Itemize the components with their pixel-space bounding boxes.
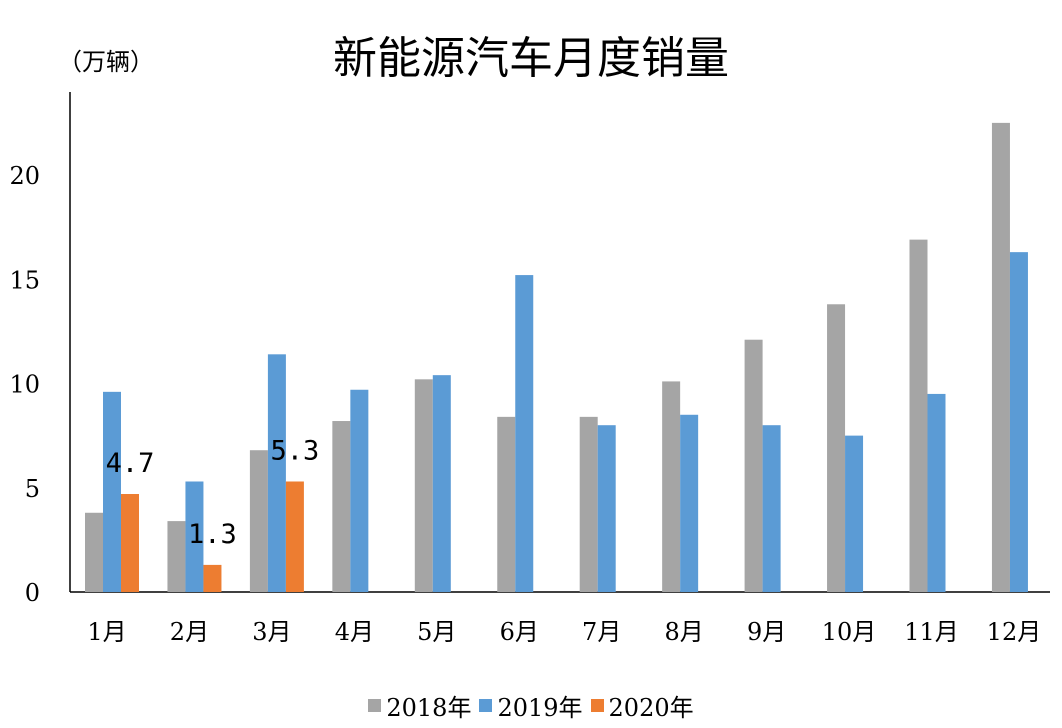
data-label: 4.7 bbox=[106, 448, 155, 479]
bar-2018年-10月 bbox=[827, 304, 846, 592]
bar-2019年-2月 bbox=[185, 481, 204, 592]
bar-2018年-9月 bbox=[744, 339, 763, 592]
bar-2018年-6月 bbox=[497, 416, 516, 592]
bar-2018年-12月 bbox=[991, 122, 1010, 592]
x-tick-label: 6月 bbox=[500, 618, 539, 646]
bar-2020年-3月 bbox=[285, 481, 304, 592]
chart-title: 新能源汽车月度销量 bbox=[333, 33, 729, 84]
y-tick-label: 5 bbox=[25, 475, 40, 503]
legend-label: 2020年 bbox=[608, 694, 694, 722]
legend-swatch bbox=[479, 699, 493, 712]
legend-label: 2018年 bbox=[386, 694, 472, 722]
legend-swatch bbox=[590, 699, 604, 712]
x-tick-label: 4月 bbox=[335, 618, 374, 646]
y-tick-label: 0 bbox=[25, 579, 40, 607]
x-tick-label: 1月 bbox=[87, 618, 126, 646]
x-tick-label: 7月 bbox=[582, 618, 621, 646]
bar-2018年-1月 bbox=[85, 512, 103, 592]
data-label: 1.3 bbox=[188, 519, 237, 550]
bar-2019年-3月 bbox=[267, 354, 286, 592]
bar-2019年-10月 bbox=[845, 435, 864, 592]
x-tick-label: 9月 bbox=[747, 618, 786, 646]
bar-2019年-8月 bbox=[680, 414, 699, 592]
bar-2019年-4月 bbox=[350, 389, 369, 592]
bar-2018年-3月 bbox=[249, 450, 268, 592]
x-tick-label: 2月 bbox=[170, 618, 209, 646]
bar-2019年-9月 bbox=[762, 425, 781, 592]
bar-2018年-7月 bbox=[579, 416, 598, 592]
bar-2019年-1月 bbox=[103, 391, 121, 592]
y-tick-label: 10 bbox=[9, 371, 40, 399]
bar-2019年-7月 bbox=[597, 425, 616, 592]
bar-2018年-8月 bbox=[662, 381, 681, 592]
bar-2019年-6月 bbox=[515, 275, 534, 592]
legend-item: 2018年 bbox=[368, 688, 471, 723]
legend: 2018年 2019年 2020年 bbox=[0, 688, 1062, 723]
x-tick-label: 11月 bbox=[904, 618, 959, 646]
legend-label: 2019年 bbox=[497, 694, 583, 722]
y-tick-label: 15 bbox=[9, 266, 40, 294]
bar-2018年-4月 bbox=[332, 421, 351, 592]
x-tick-label: 10月 bbox=[822, 618, 877, 646]
x-tick-label: 8月 bbox=[665, 618, 704, 646]
legend-item: 2020年 bbox=[590, 688, 694, 723]
bar-2018年-2月 bbox=[167, 521, 186, 592]
x-tick-label: 5月 bbox=[417, 618, 456, 646]
x-tick-label: 12月 bbox=[987, 618, 1042, 646]
bar-2019年-5月 bbox=[432, 375, 451, 592]
bar-2018年-11月 bbox=[909, 239, 928, 592]
data-label: 5.3 bbox=[271, 435, 320, 466]
y-tick-label: 20 bbox=[9, 162, 40, 190]
bar-2019年-11月 bbox=[927, 393, 946, 592]
x-tick-label: 3月 bbox=[252, 618, 291, 646]
bar-2020年-2月 bbox=[203, 564, 222, 592]
y-axis-unit-label: （万辆） bbox=[58, 48, 154, 76]
legend-item: 2019年 bbox=[479, 688, 583, 723]
legend-swatch bbox=[368, 699, 382, 712]
bar-2020年-1月 bbox=[121, 494, 139, 592]
bar-2019年-12月 bbox=[1009, 252, 1028, 592]
bar-2018年-5月 bbox=[414, 379, 433, 592]
